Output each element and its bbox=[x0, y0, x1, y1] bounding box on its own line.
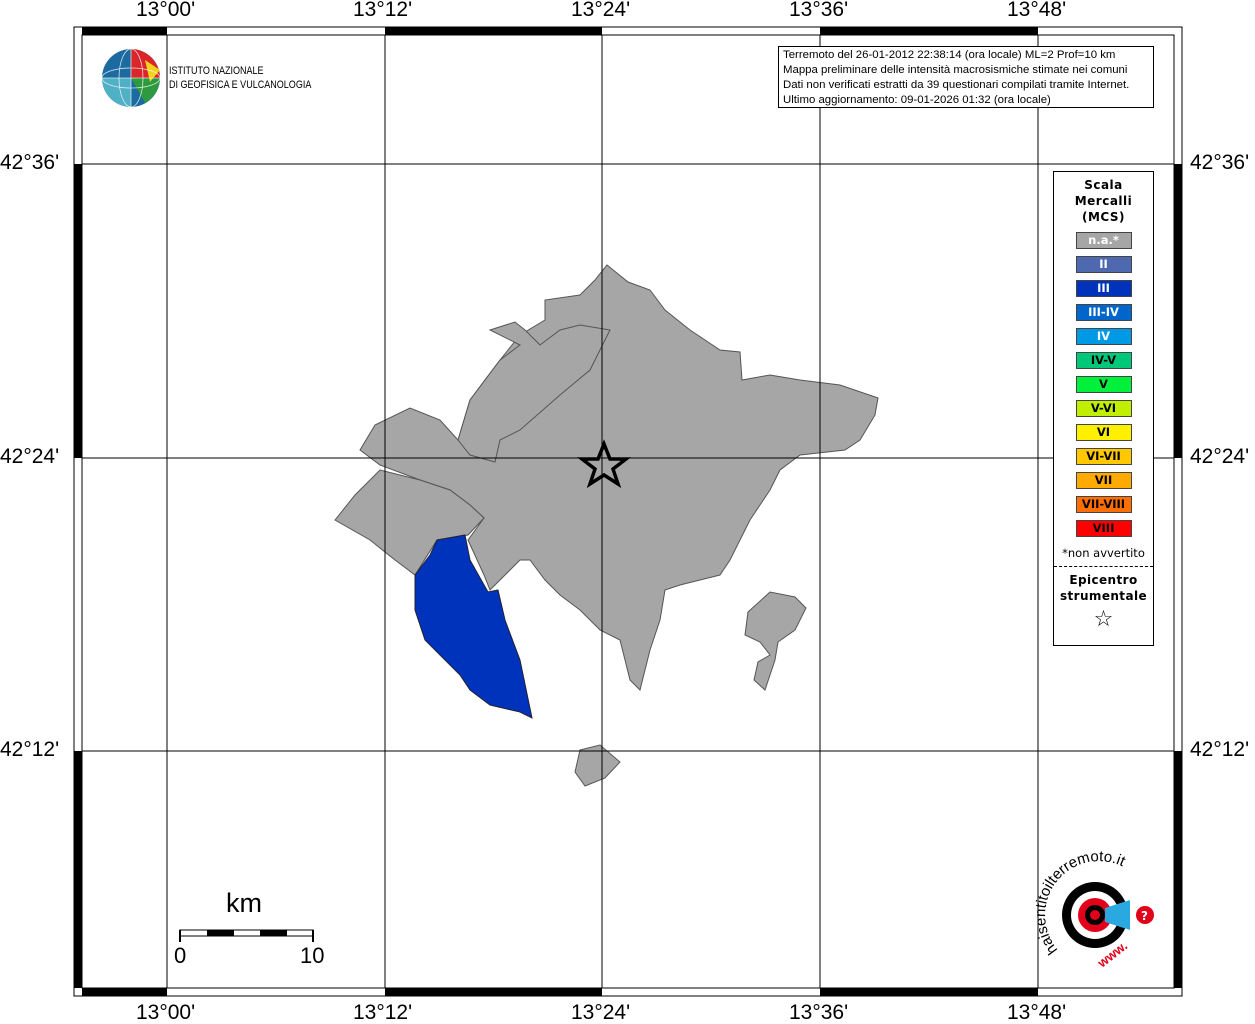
municipality-polygon-na-sw bbox=[334, 469, 485, 576]
legend-note: *non avvertito bbox=[1062, 546, 1145, 560]
lon-tick-bottom: 13°00' bbox=[136, 1001, 196, 1024]
municipality-polygon-intensity-iii bbox=[414, 534, 533, 719]
legend-title: Scala Mercalli (MCS) bbox=[1054, 177, 1153, 225]
legend-swatch-vii: VII bbox=[1075, 472, 1132, 489]
scale-bar bbox=[179, 929, 314, 942]
ingv-globe-logo bbox=[101, 48, 161, 108]
municipality-polygon-na-south bbox=[574, 744, 621, 787]
legend-title-line: Scala bbox=[1084, 178, 1123, 192]
legend-epicenter-label: Epicentro strumentale bbox=[1054, 572, 1153, 604]
legend-title-line: Mercalli bbox=[1074, 194, 1133, 208]
lat-tick-left: 42°12' bbox=[0, 738, 60, 761]
legend-title-line: (MCS) bbox=[1081, 210, 1126, 224]
legend-swatch-iii-iv: III-IV bbox=[1075, 304, 1132, 321]
lat-tick-right: 42°36' bbox=[1190, 151, 1250, 174]
scale-unit: km bbox=[226, 888, 262, 918]
legend-swatch-vi-vii: VI-VII bbox=[1075, 448, 1132, 465]
lat-tick-left: 42°24' bbox=[0, 445, 60, 468]
legend-swatches: n.a.* II III III-IV IV IV-V V V-VI VI VI-VII VII VI… bbox=[1054, 232, 1153, 537]
institute-name: ISTITUTO NAZIONALE DI GEOFISICA E VULCAN… bbox=[169, 64, 311, 92]
frame-bars bbox=[74, 27, 1182, 996]
municipality-polygon-na-nw bbox=[457, 321, 611, 463]
lat-tick-right: 42°24' bbox=[1190, 445, 1250, 468]
info-line: Mappa preliminare delle intensità macros… bbox=[783, 64, 1128, 76]
lon-tick-bottom: 13°24' bbox=[571, 1001, 631, 1024]
lon-tick-top: 13°00' bbox=[136, 0, 196, 21]
graticule bbox=[82, 35, 1174, 988]
legend-swatch-na: n.a.* bbox=[1075, 232, 1132, 249]
legend-swatch-vii-viii: VII-VIII bbox=[1075, 496, 1132, 513]
lon-tick-bottom: 13°48' bbox=[1007, 1001, 1067, 1024]
scale-start: 0 bbox=[174, 943, 187, 968]
earthquake-info-box: Terremoto del 26-01-2012 22:38:14 (ora l… bbox=[778, 46, 1154, 108]
institute-line: ISTITUTO NAZIONALE bbox=[169, 65, 264, 77]
municipality-polygon-na-east bbox=[744, 591, 807, 691]
lon-tick-top: 13°24' bbox=[571, 0, 631, 21]
lat-tick-left: 42°36' bbox=[0, 151, 60, 174]
info-line: Ultimo aggiornamento: 09-01-2026 01:32 (… bbox=[783, 94, 1051, 106]
lon-tick-bottom: 13°36' bbox=[789, 1001, 849, 1024]
legend-star-icon: ☆ bbox=[1093, 607, 1114, 632]
legend-swatch-iv: IV bbox=[1075, 328, 1132, 345]
star-icon bbox=[576, 439, 632, 489]
legend-swatch-vi: VI bbox=[1075, 424, 1132, 441]
legend-swatch-iii: III bbox=[1075, 280, 1132, 297]
legend-swatch-viii: VIII bbox=[1075, 520, 1132, 537]
legend-swatch-v: V bbox=[1075, 376, 1132, 393]
lat-tick-right: 42°12' bbox=[1190, 738, 1250, 761]
lon-tick-bottom: 13°12' bbox=[353, 1001, 413, 1024]
info-line: Terremoto del 26-01-2012 22:38:14 (ora l… bbox=[783, 49, 1116, 61]
institute-line: DI GEOFISICA E VULCANOLOGIA bbox=[169, 79, 312, 91]
lon-tick-top: 13°36' bbox=[789, 0, 849, 21]
lon-tick-top: 13°48' bbox=[1007, 0, 1067, 21]
svg-text:?: ? bbox=[1141, 909, 1148, 923]
legend-swatch-ii: II bbox=[1075, 256, 1132, 273]
legend-swatch-iv-v: IV-V bbox=[1075, 352, 1132, 369]
legend-epicenter-line: Epicentro bbox=[1069, 573, 1138, 587]
legend-swatch-v-vi: V-VI bbox=[1075, 400, 1132, 417]
lon-tick-top: 13°12' bbox=[353, 0, 413, 21]
info-line: Dati non verificati estratti da 39 quest… bbox=[783, 79, 1130, 91]
scale-end: 10 bbox=[300, 943, 325, 968]
mcs-legend: Scala Mercalli (MCS) n.a.* II III III-IV IV I… bbox=[1053, 171, 1154, 646]
legend-divider bbox=[1054, 566, 1153, 567]
legend-epicenter-line: strumentale bbox=[1059, 589, 1147, 603]
